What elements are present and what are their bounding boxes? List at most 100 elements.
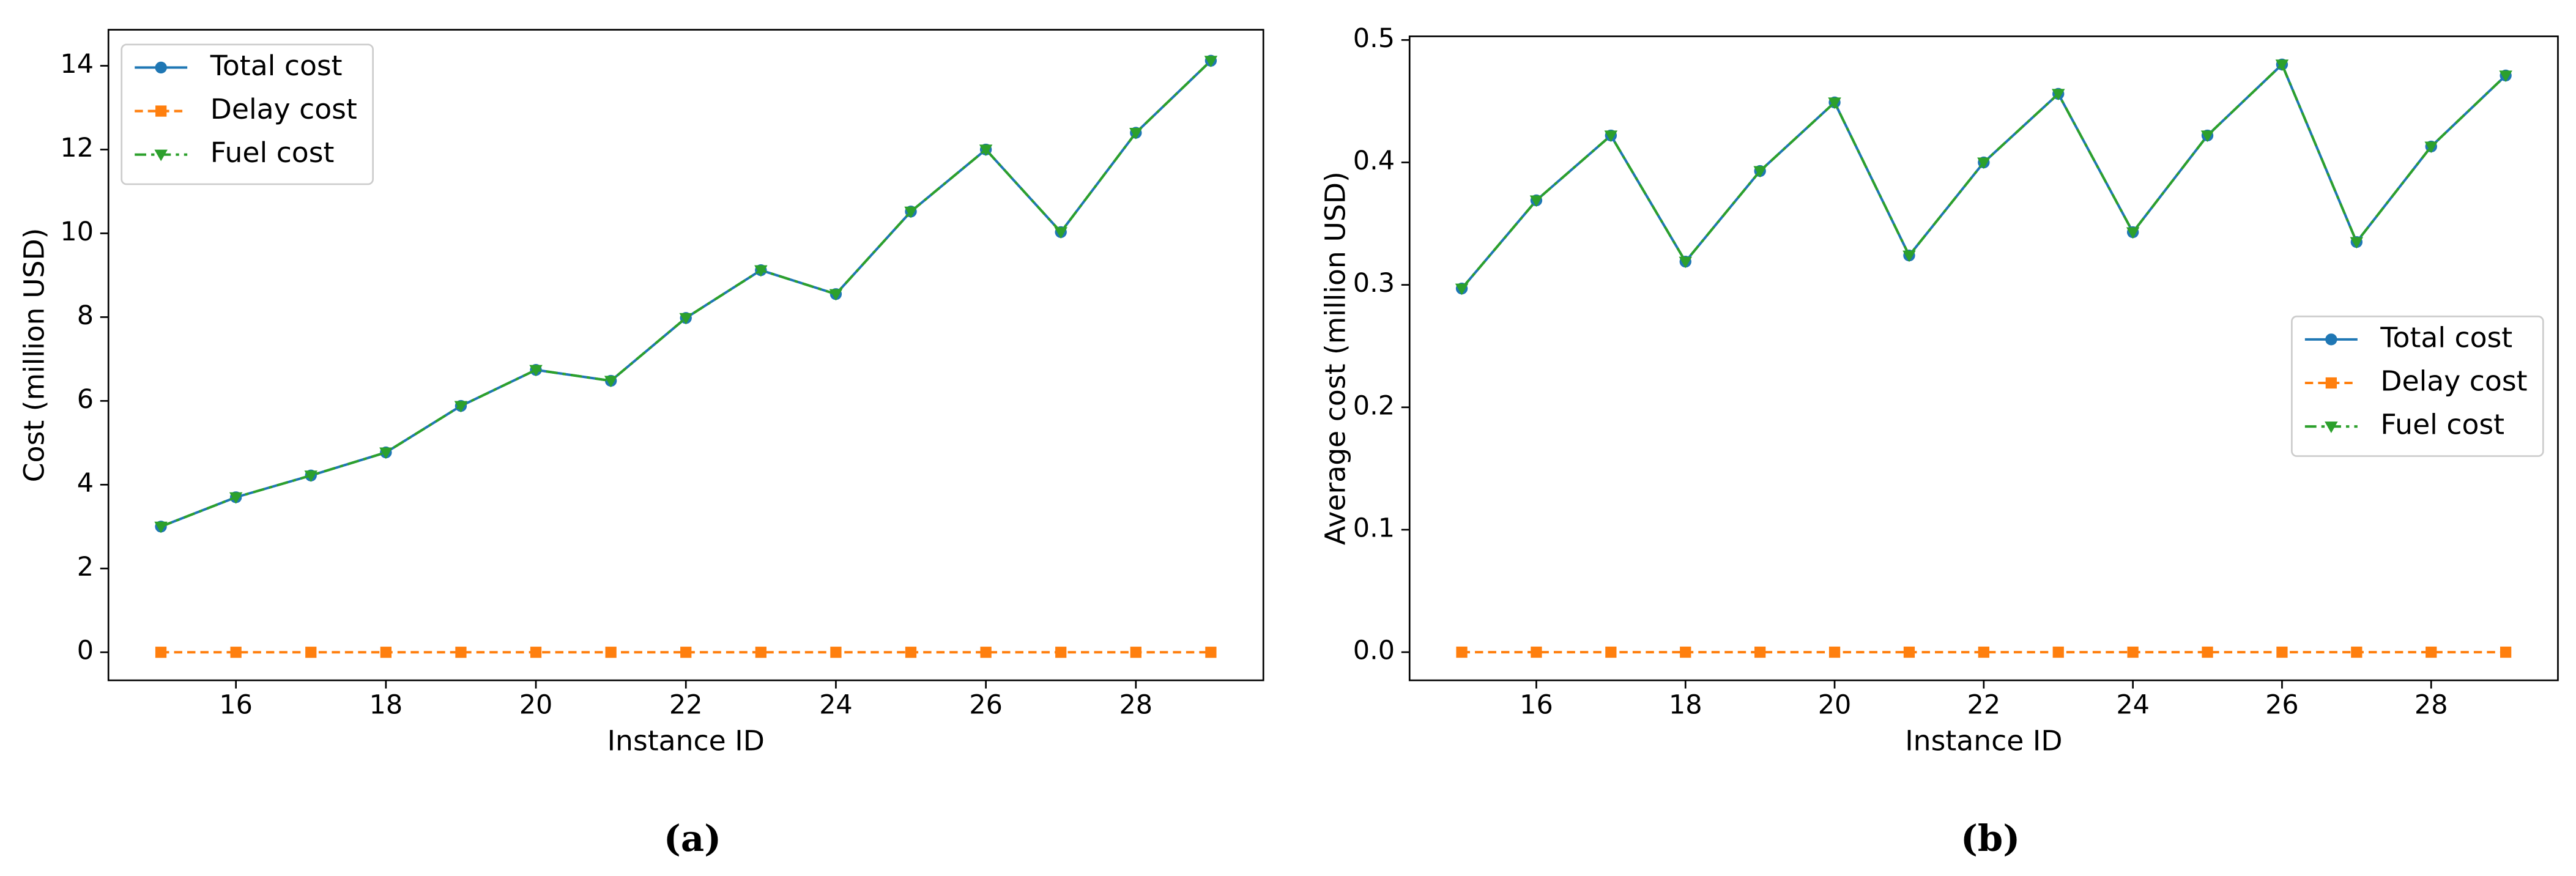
x-tick-label: 26: [2265, 690, 2299, 721]
x-tick-label: 28: [2415, 690, 2448, 721]
y-tick-label: 0.3: [1353, 268, 1395, 299]
x-tick-label: 22: [1967, 690, 2001, 721]
marker: [1903, 646, 1915, 658]
marker: [1605, 646, 1617, 658]
y-tick-label: 2: [77, 552, 94, 582]
marker: [455, 647, 467, 658]
marker: [1529, 195, 1543, 207]
marker: [830, 647, 842, 658]
marker: [1204, 56, 1218, 68]
x-axis-label: Instance ID: [607, 725, 765, 757]
marker: [2052, 646, 2064, 658]
legend-label: Delay cost: [2380, 365, 2527, 398]
marker: [2275, 59, 2289, 72]
marker: [1130, 647, 1141, 658]
marker: [530, 647, 542, 658]
marker: [380, 647, 392, 658]
y-tick-label: 6: [77, 384, 94, 415]
marker: [529, 365, 543, 377]
y-tick-label: 4: [77, 468, 94, 499]
marker: [2426, 646, 2437, 658]
marker: [1679, 256, 1692, 269]
x-tick-label: 20: [1818, 690, 1852, 721]
marker: [229, 492, 243, 504]
marker: [2325, 377, 2337, 389]
marker: [1902, 250, 1916, 262]
marker: [2500, 646, 2512, 658]
y-tick-label: 10: [60, 217, 94, 247]
marker: [2424, 141, 2438, 154]
marker: [2127, 646, 2139, 658]
x-tick-label: 24: [819, 690, 853, 721]
marker: [454, 401, 468, 413]
marker: [1978, 646, 1989, 658]
marker: [1456, 646, 1468, 658]
marker: [1531, 646, 1542, 658]
y-tick-label: 8: [77, 300, 94, 331]
marker: [905, 647, 917, 658]
marker: [754, 265, 768, 277]
legend-label: Delay cost: [210, 93, 357, 125]
marker: [605, 647, 617, 658]
x-tick-label: 26: [969, 690, 1003, 721]
y-axis-label: Average cost (million USD): [1320, 171, 1352, 545]
marker: [155, 105, 167, 117]
plot-frame: [107, 29, 1264, 681]
marker: [755, 647, 766, 658]
y-tick-label: 0.1: [1353, 513, 1395, 543]
series-line: [1461, 62, 2507, 289]
series-line: [1461, 62, 2507, 289]
marker: [1054, 227, 1067, 239]
marker: [305, 647, 317, 658]
marker: [1977, 157, 1991, 169]
marker: [1680, 646, 1691, 658]
legend-box: [121, 43, 374, 185]
marker: [604, 376, 618, 388]
marker: [230, 647, 242, 658]
plot-frame: [1408, 35, 2559, 681]
y-tick-label: 14: [60, 49, 94, 80]
marker: [304, 470, 317, 482]
marker: [2325, 333, 2337, 346]
legend-label: Total cost: [210, 50, 343, 82]
legend-box: [2291, 315, 2544, 457]
y-axis-label: Cost (million USD): [18, 228, 51, 483]
marker: [154, 149, 168, 161]
marker: [904, 206, 918, 218]
panel-caption: (a): [664, 817, 721, 859]
x-tick-label: 22: [669, 690, 703, 721]
x-tick-label: 18: [369, 690, 403, 721]
marker: [1055, 647, 1067, 658]
marker: [679, 313, 692, 325]
x-tick-label: 28: [1119, 690, 1153, 721]
marker: [155, 61, 167, 74]
x-axis-label: Instance ID: [1905, 725, 2062, 757]
x-tick-label: 24: [2116, 690, 2150, 721]
marker: [980, 647, 992, 658]
y-tick-label: 0.4: [1353, 146, 1395, 176]
marker: [829, 289, 843, 301]
y-tick-label: 0.2: [1353, 390, 1395, 421]
marker: [379, 447, 393, 459]
marker: [979, 144, 993, 157]
marker: [2499, 70, 2512, 83]
marker: [680, 647, 692, 658]
legend-label: Total cost: [2380, 321, 2512, 354]
marker: [1828, 646, 1841, 658]
marker: [1828, 97, 1841, 110]
marker: [2202, 646, 2213, 658]
marker: [2126, 227, 2140, 239]
legend-label: Fuel cost: [2380, 409, 2504, 441]
marker: [2351, 646, 2363, 658]
legend-label: Fuel cost: [210, 136, 335, 169]
x-tick-label: 16: [219, 690, 253, 721]
x-tick-label: 16: [1520, 690, 1553, 721]
marker: [1604, 130, 1618, 143]
y-tick-label: 12: [60, 133, 94, 163]
marker: [1754, 646, 1766, 658]
panel-caption: (b): [1961, 817, 2020, 859]
marker: [1205, 647, 1217, 658]
marker: [2200, 130, 2214, 143]
marker: [1753, 166, 1767, 178]
